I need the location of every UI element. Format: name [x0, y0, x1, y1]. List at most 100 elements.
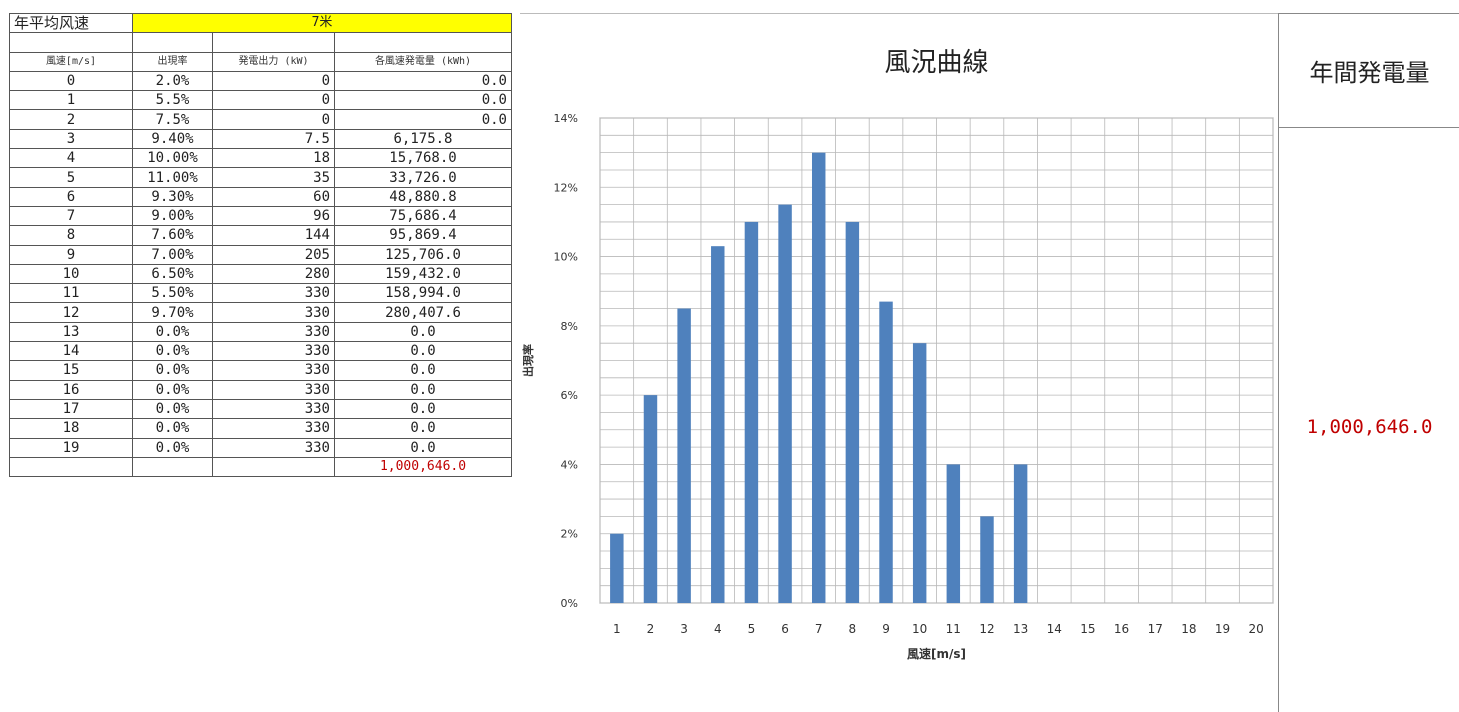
table-cell: 7.60%: [132, 225, 213, 246]
x-tick-label: 3: [680, 622, 688, 636]
y-tick-label: 10%: [554, 251, 578, 264]
table-cell: 96: [212, 205, 335, 227]
table-cell: 35: [212, 167, 335, 188]
table-cell: 2: [9, 109, 133, 130]
table-blank-row: [9, 32, 512, 53]
y-tick-label: 0%: [561, 597, 578, 610]
table-row: 4 10.00% 18 15,768.0: [9, 148, 512, 169]
blank-cell: [212, 32, 335, 53]
table-cell: 0: [212, 109, 335, 130]
column-header: 発電出力 (kW): [212, 51, 335, 72]
blank-cell: [9, 456, 133, 478]
table-cell: 10: [9, 263, 133, 285]
bar: [711, 246, 725, 603]
x-tick-label: 1: [613, 622, 621, 636]
table-cell: 15: [9, 360, 133, 381]
y-tick-label: 4%: [561, 458, 578, 471]
total-output-cell: 1,000,646.0: [334, 456, 512, 478]
table-cell: 19: [9, 437, 133, 458]
x-tick-label: 9: [882, 622, 890, 636]
x-tick-label: 5: [748, 622, 756, 636]
table-cell: 0.0: [334, 379, 512, 400]
table-cell: 0: [212, 90, 335, 111]
table-cell: 5: [9, 167, 133, 188]
table-cell: 0.0%: [132, 321, 213, 343]
table-cell: 12: [9, 302, 133, 323]
y-axis-label: 出現率: [521, 344, 535, 377]
table-cell: 280,407.6: [334, 302, 512, 323]
table-title-row: 年平均风速 7米: [9, 12, 512, 34]
table-row: 3 9.40% 7.5 6,175.8: [9, 128, 512, 150]
x-tick-label: 10: [912, 622, 927, 636]
top-divider: [520, 13, 1278, 14]
y-tick-label: 14%: [554, 112, 578, 125]
table-cell: 6,175.8: [334, 128, 512, 150]
table-cell: 75,686.4: [334, 205, 512, 227]
wind-data-table: 年平均风速 7米 風速[m/s] 出現率 発電出力 (kW) 各風速発電量 (kWh) 0 2…: [9, 12, 512, 478]
table-cell: 3: [9, 128, 133, 150]
table-cell: 8: [9, 225, 133, 246]
table-row: 19 0.0% 330 0.0: [9, 437, 512, 458]
table-row: 12 9.70% 330 280,407.6: [9, 302, 512, 323]
table-cell: 17: [9, 398, 133, 420]
x-tick-label: 2: [647, 622, 655, 636]
bar: [677, 308, 691, 603]
x-tick-label: 20: [1249, 622, 1264, 636]
table-cell: 0.0: [334, 321, 512, 343]
table-cell: 16: [9, 379, 133, 400]
bar: [912, 343, 927, 603]
table-cell: 6.50%: [132, 263, 213, 285]
table-cell: 330: [212, 302, 335, 323]
table-row: 11 5.50% 330 158,994.0: [9, 283, 512, 304]
table-cell: 48,880.8: [334, 186, 512, 207]
x-tick-label: 13: [1013, 622, 1028, 636]
table-cell: 0.0: [334, 70, 512, 92]
table-cell: 9: [9, 244, 133, 265]
table-cell: 0.0%: [132, 398, 213, 420]
table-row: 10 6.50% 280 159,432.0: [9, 263, 512, 285]
table-cell: 11: [9, 283, 133, 304]
table-row: 15 0.0% 330 0.0: [9, 360, 512, 381]
table-cell: 144: [212, 225, 335, 246]
table-header-row: 風速[m/s] 出現率 発電出力 (kW) 各風速発電量 (kWh): [9, 51, 512, 72]
table-cell: 125,706.0: [334, 244, 512, 265]
bar: [610, 533, 624, 603]
table-cell: 159,432.0: [334, 263, 512, 285]
x-tick-label: 11: [946, 622, 961, 636]
table-cell: 0.0: [334, 437, 512, 458]
table-cell: 7.5: [212, 128, 335, 150]
table-row: 8 7.60% 144 95,869.4: [9, 225, 512, 246]
table-cell: 33,726.0: [334, 167, 512, 188]
column-header: 各風速発電量 (kWh): [334, 51, 512, 72]
table-cell: 7.5%: [132, 109, 213, 130]
table-cell: 330: [212, 418, 335, 439]
x-tick-label: 18: [1181, 622, 1196, 636]
table-cell: 9.40%: [132, 128, 213, 150]
column-header: 風速[m/s]: [9, 51, 133, 72]
annual-output-value: 1,000,646.0: [1306, 416, 1433, 438]
blank-cell: [212, 456, 335, 478]
table-cell: 4: [9, 148, 133, 169]
table-row: 14 0.0% 330 0.0: [9, 341, 512, 362]
table-cell: 10.00%: [132, 148, 213, 169]
table-row: 5 11.00% 35 33,726.0: [9, 167, 512, 188]
table-cell: 330: [212, 398, 335, 420]
table-row: 9 7.00% 205 125,706.0: [9, 244, 512, 265]
table-cell: 7.00%: [132, 244, 213, 265]
table-cell: 330: [212, 360, 335, 381]
x-tick-label: 8: [849, 622, 857, 636]
annual-output-title: 年間発電量: [1279, 14, 1459, 128]
table-cell: 9.00%: [132, 205, 213, 227]
table-cell: 0.0%: [132, 437, 213, 458]
table-row: 1 5.5% 0 0.0: [9, 90, 512, 111]
table-cell: 0.0: [334, 418, 512, 439]
table-cell: 158,994.0: [334, 283, 512, 304]
table-cell: 9.70%: [132, 302, 213, 323]
x-tick-label: 14: [1047, 622, 1062, 636]
table-cell: 0.0: [334, 109, 512, 130]
bar: [778, 204, 792, 603]
bar: [811, 152, 826, 603]
table-row: 6 9.30% 60 48,880.8: [9, 186, 512, 207]
table-cell: 14: [9, 341, 133, 362]
table-row: 16 0.0% 330 0.0: [9, 379, 512, 400]
